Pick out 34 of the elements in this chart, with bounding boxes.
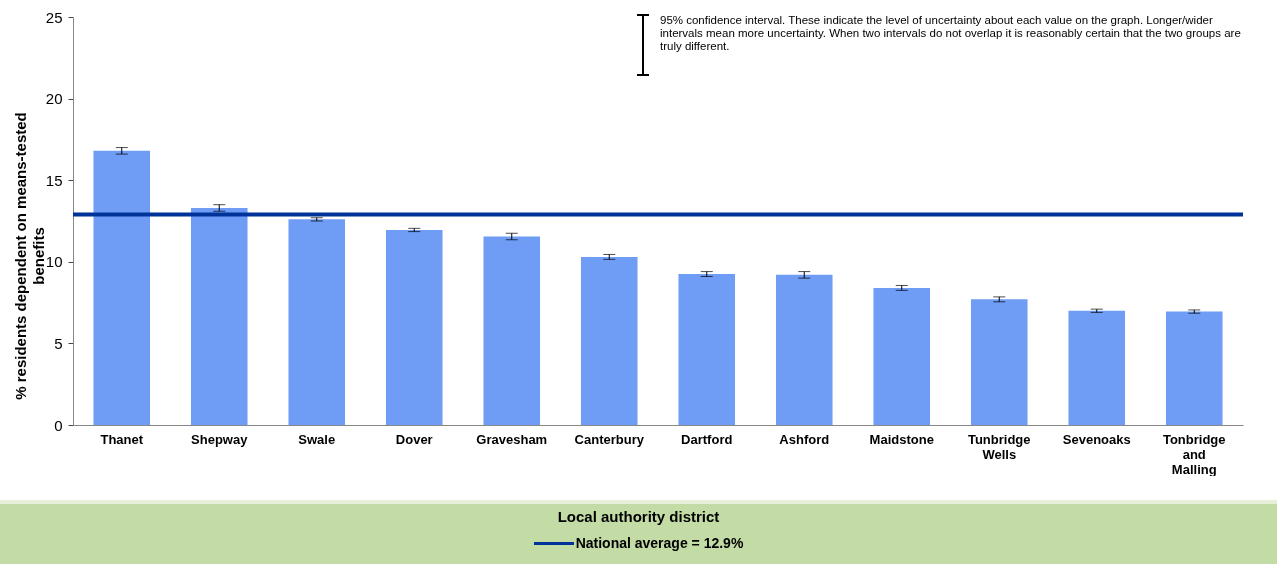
- x-tick-label: Sevenoaks: [1062, 431, 1131, 447]
- y-axis-title: % residents dependent on means-tested benefits: [12, 112, 47, 400]
- bar: [580, 256, 638, 425]
- y-tick-label: 25: [45, 8, 63, 26]
- x-tick-label: Maidstone: [869, 431, 934, 447]
- bar: [288, 219, 346, 425]
- bar: [775, 274, 833, 425]
- bar: [678, 274, 736, 425]
- y-tick-label: 15: [45, 171, 63, 189]
- y-tick-label: 20: [45, 90, 63, 108]
- x-tick-label: Tonbridge and Malling: [1162, 431, 1226, 477]
- annotation: 95% confidence interval. These indicate the level of uncertainty about each value on the graph. Longer/wider intervals mean more uncertainty. When two intervals do not overlap it is reasonably certain that the two groups are truly different.: [660, 14, 1242, 54]
- bar: [1068, 310, 1126, 425]
- x-tick-label: Canterbury: [574, 431, 645, 447]
- x-tick-label: Swale: [298, 431, 336, 447]
- bar: [1165, 311, 1223, 425]
- y-tick-label: 5: [54, 334, 63, 352]
- bar: [873, 287, 931, 425]
- bar: [483, 236, 541, 425]
- bar: [190, 207, 248, 425]
- x-tick-label: Tunbridge Wells: [967, 431, 1031, 462]
- bar: [385, 229, 443, 425]
- x-tick-label: Ashford: [779, 431, 830, 447]
- x-tick-label: Thanet: [100, 431, 144, 447]
- x-axis-title: Local authority district: [556, 508, 721, 525]
- x-tick-label: Dover: [395, 431, 433, 447]
- y-tick-label: 0: [54, 416, 63, 434]
- legend-label: National average = 12.9%: [575, 535, 744, 551]
- y-tick-label: 10: [45, 253, 63, 271]
- bar: [970, 299, 1028, 425]
- bar: [93, 150, 151, 425]
- x-tick-label: Shepway: [191, 431, 249, 447]
- x-tick-label: Gravesham: [476, 431, 548, 447]
- x-tick-label: Dartford: [681, 431, 733, 447]
